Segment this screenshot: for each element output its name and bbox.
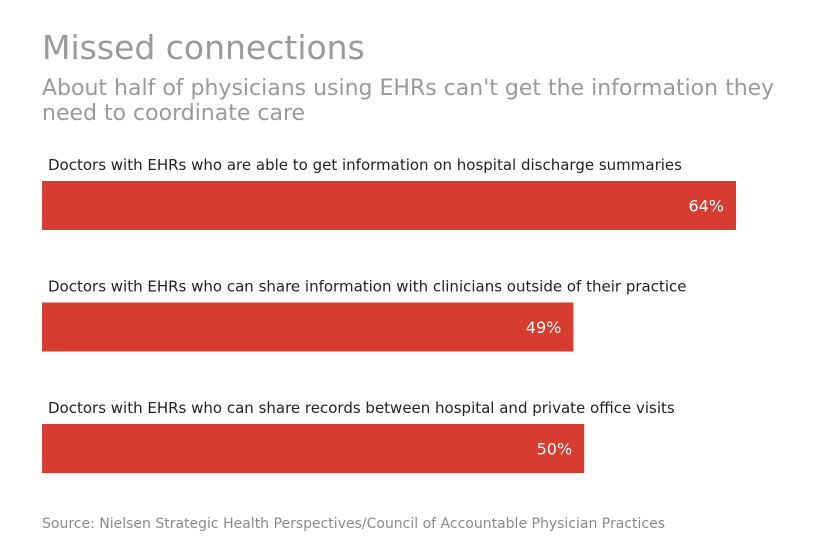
chart-subtitle: About half of physicians using EHRs can'… bbox=[42, 76, 775, 126]
bar bbox=[42, 181, 736, 230]
data-label: 50% bbox=[537, 440, 573, 459]
category-label: Doctors with EHRs who can share informat… bbox=[48, 278, 686, 296]
category-label: Doctors with EHRs who can share records … bbox=[48, 399, 675, 417]
data-label: 64% bbox=[688, 197, 724, 216]
data-label: 49% bbox=[526, 318, 562, 337]
bar bbox=[42, 302, 574, 352]
chart-title: Missed connections bbox=[42, 28, 365, 67]
source-note: Source: Nielsen Strategic Health Perspec… bbox=[42, 516, 665, 532]
bar bbox=[42, 424, 585, 473]
category-label: Doctors with EHRs who are able to get in… bbox=[48, 156, 682, 174]
